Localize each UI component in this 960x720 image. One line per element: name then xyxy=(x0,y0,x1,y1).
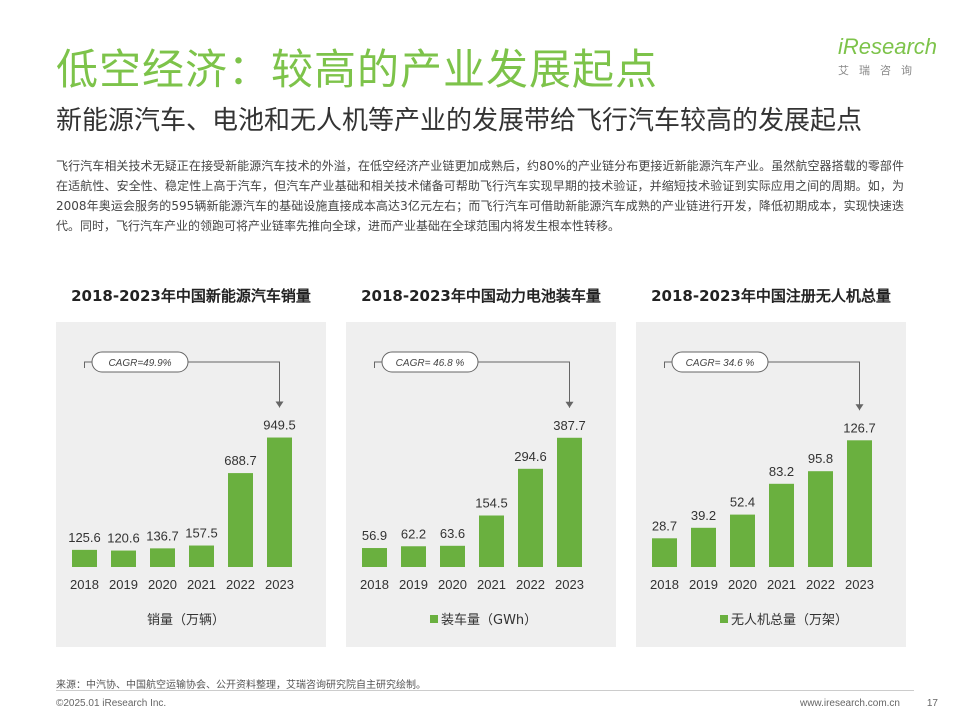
cagr-arrowhead xyxy=(565,401,574,408)
value-label-2021: 83.2 xyxy=(769,464,794,479)
chart-title-ev-sales: 2018-2023年中国新能源汽车销量 xyxy=(71,287,311,305)
tick-label-2021: 2021 xyxy=(767,577,796,592)
bar-2022 xyxy=(808,471,833,567)
bar-2021 xyxy=(479,515,504,567)
cagr-connector xyxy=(374,361,570,408)
logo-subtext: 艾瑞咨询 xyxy=(838,64,922,77)
value-label-2018: 56.9 xyxy=(362,528,387,543)
value-label-2018: 125.6 xyxy=(68,530,101,545)
chart-title-drone: 2018-2023年中国注册无人机总量 xyxy=(651,287,891,305)
value-label-2019: 39.2 xyxy=(691,508,716,523)
page-title: 低空经济：较高的产业发展起点 xyxy=(56,45,659,94)
bar-2019 xyxy=(401,546,426,567)
brand-logo: iResearch 艾瑞咨询 xyxy=(838,34,938,78)
chart-svg: CAGR=49.9% 125.6 2018 120.6 2019 136.7 2020 157… xyxy=(68,351,296,628)
tick-label-2019: 2019 xyxy=(399,577,428,592)
bar-2019 xyxy=(691,527,716,567)
cagr-arrowhead xyxy=(855,404,864,411)
tick-label-2021: 2021 xyxy=(477,577,506,592)
logo-wordmark: iResearch xyxy=(838,34,938,59)
bar-2018 xyxy=(652,538,677,567)
legend-label: 销量（万辆） xyxy=(147,613,225,628)
bar-2023 xyxy=(267,437,292,567)
value-label-2023: 387.7 xyxy=(553,418,586,433)
chart-svg: CAGR= 34.6 % 28.7 2018 39.2 2019 52.4 2020 83.2… xyxy=(650,351,876,628)
tick-label-2020: 2020 xyxy=(728,577,757,592)
tick-label-2018: 2018 xyxy=(70,577,99,592)
value-label-2020: 52.4 xyxy=(730,495,755,510)
bar-2019 xyxy=(111,550,136,567)
value-label-2021: 157.5 xyxy=(185,526,218,541)
tick-label-2019: 2019 xyxy=(689,577,718,592)
bar-2018 xyxy=(72,549,97,567)
cagr-label: CAGR= 46.8 % xyxy=(396,358,465,369)
chart-panel-battery: CAGR= 46.8 % 56.9 2018 62.2 2019 63.6 2020 154.… xyxy=(346,322,616,647)
tick-label-2023: 2023 xyxy=(845,577,874,592)
tick-label-2022: 2022 xyxy=(516,577,545,592)
legend-swatch xyxy=(430,615,438,623)
tick-label-2023: 2023 xyxy=(265,577,294,592)
bar-2020 xyxy=(440,545,465,567)
page-subtitle: 新能源汽车、电池和无人机等产业的发展带给飞行汽车较高的发展起点 xyxy=(56,106,863,136)
value-label-2022: 688.7 xyxy=(224,453,257,468)
value-label-2018: 28.7 xyxy=(652,518,677,533)
value-label-2022: 294.6 xyxy=(514,449,547,464)
value-label-2023: 126.7 xyxy=(843,420,876,435)
bar-2022 xyxy=(518,468,543,567)
bar-2020 xyxy=(150,548,175,567)
cagr-arrowhead xyxy=(275,401,284,408)
chart-title-battery: 2018-2023年中国动力电池装车量 xyxy=(361,287,601,305)
cagr-label: CAGR= 34.6 % xyxy=(686,358,755,369)
tick-label-2022: 2022 xyxy=(806,577,835,592)
chart-svg: CAGR= 46.8 % 56.9 2018 62.2 2019 63.6 2020 154.… xyxy=(360,351,586,628)
value-label-2019: 120.6 xyxy=(107,531,140,546)
copyright-text: ©2025.01 iResearch Inc. xyxy=(56,698,167,709)
tick-label-2019: 2019 xyxy=(109,577,138,592)
legend-label: 无人机总量（万架） xyxy=(731,613,848,628)
footer-divider xyxy=(56,690,914,691)
website-link[interactable]: www.iresearch.com.cn xyxy=(799,698,900,709)
body-paragraph: 飞行汽车相关技术无疑正在接受新能源汽车技术的外溢，在低空经济产业链更加成熟后，约… xyxy=(56,159,904,233)
cagr-connector xyxy=(664,361,860,411)
cagr-label: CAGR=49.9% xyxy=(108,358,171,369)
bar-2021 xyxy=(189,545,214,567)
bar-2020 xyxy=(730,514,755,567)
bar-2022 xyxy=(228,473,253,567)
value-label-2019: 62.2 xyxy=(401,526,426,541)
value-label-2022: 95.8 xyxy=(808,451,833,466)
page-number: 17 xyxy=(926,698,938,709)
tick-label-2020: 2020 xyxy=(438,577,467,592)
value-label-2021: 154.5 xyxy=(475,496,508,511)
bar-2021 xyxy=(769,483,794,567)
legend-swatch xyxy=(720,615,728,623)
legend-label: 装车量（GWh） xyxy=(441,612,537,628)
bar-2018 xyxy=(362,548,387,567)
tick-label-2022: 2022 xyxy=(226,577,255,592)
value-label-2020: 63.6 xyxy=(440,526,465,541)
tick-label-2018: 2018 xyxy=(650,577,679,592)
tick-label-2018: 2018 xyxy=(360,577,389,592)
tick-label-2023: 2023 xyxy=(555,577,584,592)
bar-2023 xyxy=(847,440,872,567)
cagr-connector xyxy=(84,361,280,408)
tick-label-2020: 2020 xyxy=(148,577,177,592)
chart-panel-drone: CAGR= 34.6 % 28.7 2018 39.2 2019 52.4 2020 83.2… xyxy=(636,322,906,647)
source-note: 来源：中汽协、中国航空运输协会、公开资料整理，艾瑞咨询研究院自主研究绘制。 xyxy=(56,680,426,691)
value-label-2020: 136.7 xyxy=(146,528,179,543)
chart-panel-ev-sales: CAGR=49.9% 125.6 2018 120.6 2019 136.7 2020 157… xyxy=(56,322,326,647)
bar-2023 xyxy=(557,437,582,567)
value-label-2023: 949.5 xyxy=(263,418,296,433)
tick-label-2021: 2021 xyxy=(187,577,216,592)
